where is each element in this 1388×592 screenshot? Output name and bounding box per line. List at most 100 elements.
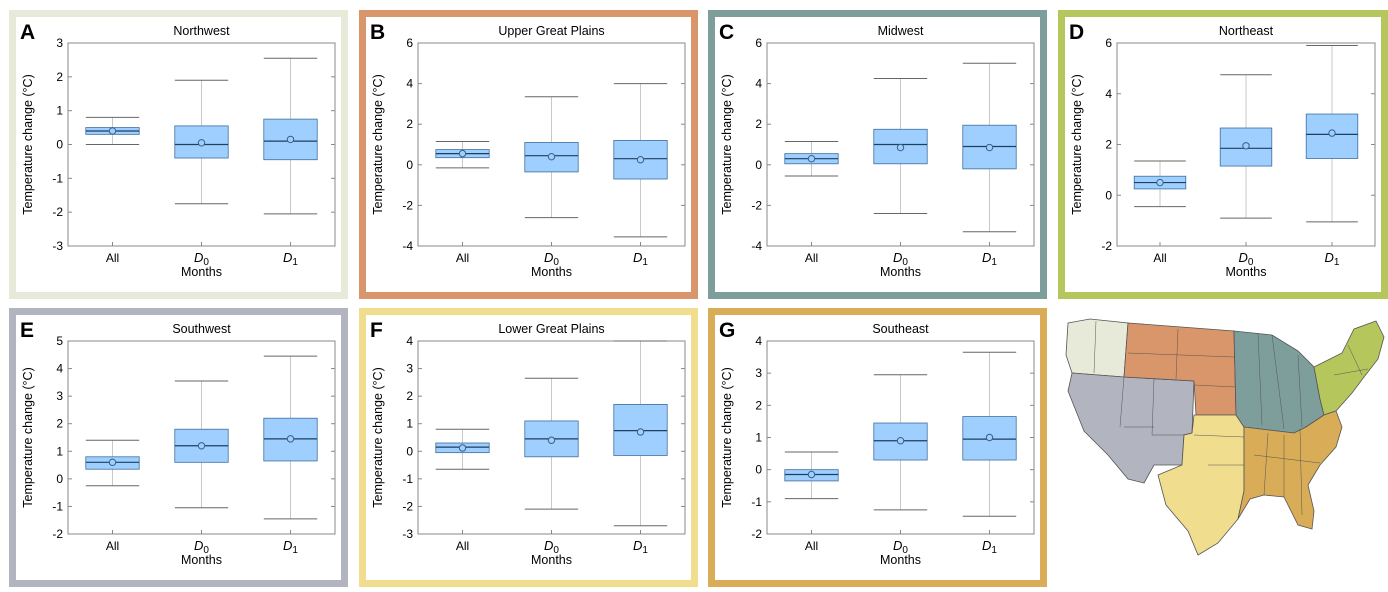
panel-b: B Upper Great Plains -4 -2 0 2 4 6 Temperature c… — [359, 10, 698, 299]
y-tick-label: -2 — [751, 198, 762, 212]
y-tick-label: -2 — [402, 499, 413, 513]
chart-svg-c: C Midwest -4 -2 0 2 4 6 Temperature change (°C) A… — [719, 21, 1035, 279]
y-tick-label: 4 — [755, 334, 762, 348]
chart-title: Midwest — [878, 24, 924, 38]
y-tick-label: -4 — [751, 239, 762, 253]
panel-letter: D — [1069, 21, 1084, 44]
x-tick-label: D1 — [283, 250, 298, 268]
x-axis-label: Months — [181, 553, 222, 567]
y-tick-label: 3 — [755, 366, 762, 380]
y-tick-label: 0 — [755, 463, 762, 477]
y-tick-label: 5 — [56, 334, 63, 348]
y-tick-label: 2 — [56, 417, 63, 431]
panel-letter: B — [370, 21, 385, 44]
y-tick-label: -2 — [52, 527, 63, 541]
x-tick-label: All — [456, 539, 469, 553]
y-tick-label: -1 — [402, 472, 413, 486]
y-tick-label: -2 — [1101, 239, 1112, 253]
y-tick-label: 0 — [1105, 188, 1112, 202]
x-tick-label: All — [1153, 251, 1166, 265]
x-tick-label: All — [456, 251, 469, 265]
chart-svg-b: B Upper Great Plains -4 -2 0 2 4 6 Temperature c… — [370, 21, 686, 279]
map-region-midwest — [1233, 330, 1325, 434]
map-region-southeast — [1237, 410, 1343, 530]
y-tick-label: 0 — [755, 158, 762, 172]
mean-marker — [458, 444, 467, 452]
y-tick-label: 6 — [406, 36, 413, 50]
mean-marker — [197, 442, 206, 450]
y-tick-label: 4 — [406, 77, 413, 91]
panel-g: G Southeast -2 -1 0 1 2 3 4 Temperature change (°… — [708, 308, 1047, 587]
mean-marker — [636, 428, 645, 436]
x-tick-label: D1 — [982, 250, 997, 268]
y-tick-label: 0 — [56, 138, 63, 152]
mean-marker — [1328, 129, 1336, 137]
mean-marker — [1242, 142, 1250, 150]
chart-title: Northwest — [173, 24, 230, 38]
y-axis-label: Temperature change (°C) — [21, 367, 35, 507]
y-tick-label: -3 — [402, 527, 413, 541]
x-tick-label: D1 — [982, 538, 997, 556]
chart-svg-f: F Lower Great Plains -3 -2 -1 0 1 2 3 4 Temperatur… — [370, 319, 686, 567]
x-tick-label: D0 — [194, 538, 209, 556]
x-tick-label: D1 — [633, 538, 648, 556]
map-state-lines — [1093, 320, 1369, 516]
x-axis-label: Months — [181, 265, 222, 279]
chart-svg-e: E Southwest -2 -1 0 1 2 3 4 5 Temperature change (… — [20, 319, 336, 567]
y-tick-label: -1 — [52, 499, 63, 513]
y-tick-label: 2 — [406, 117, 413, 131]
panel-d: D Northeast -2 0 2 4 6 Temperature change (°C) A… — [1058, 10, 1388, 299]
map-region-northeast — [1313, 320, 1385, 416]
y-tick-label: 3 — [406, 362, 413, 376]
panel-c: C Midwest -4 -2 0 2 4 6 Temperature change (°C) A… — [708, 10, 1047, 299]
us-regions-map — [1058, 315, 1388, 587]
x-tick-label: D0 — [544, 538, 559, 556]
panel-letter: A — [20, 21, 35, 44]
mean-marker — [458, 149, 467, 158]
mean-marker — [807, 155, 816, 163]
x-axis-label: Months — [531, 265, 572, 279]
y-tick-label: 1 — [755, 431, 762, 445]
chart-title: Northeast — [1219, 24, 1274, 38]
y-tick-label: 1 — [56, 444, 63, 458]
mean-marker — [547, 152, 556, 161]
y-tick-label: 4 — [755, 77, 762, 91]
x-tick-label: All — [106, 251, 119, 265]
x-tick-label: D0 — [194, 250, 209, 268]
y-tick-label: -4 — [402, 239, 413, 253]
x-tick-label: D0 — [1239, 250, 1254, 268]
y-axis-label: Temperature change (°C) — [371, 74, 385, 214]
mean-marker — [896, 143, 905, 152]
x-tick-label: D1 — [283, 538, 298, 556]
us-map-svg — [1065, 318, 1385, 556]
mean-marker — [896, 437, 905, 445]
mean-marker — [286, 435, 295, 443]
y-axis-label: Temperature change (°C) — [720, 367, 734, 507]
x-axis-label: Months — [1226, 265, 1267, 279]
mean-marker — [985, 143, 994, 152]
y-tick-label: 4 — [406, 334, 413, 348]
map-region-northwest — [1065, 318, 1129, 378]
mean-marker — [985, 433, 994, 442]
mean-marker — [286, 135, 295, 144]
y-tick-label: 3 — [56, 36, 63, 50]
panel-a: A Northwest -3 -2 -1 0 1 2 3 Temperature change (… — [9, 10, 348, 299]
mean-marker — [108, 127, 117, 135]
chart-svg-g: G Southeast -2 -1 0 1 2 3 4 Temperature change (°… — [719, 319, 1035, 567]
x-axis-label: Months — [880, 265, 921, 279]
y-tick-label: -1 — [52, 171, 63, 185]
y-tick-label: 0 — [406, 158, 413, 172]
panel-letter: F — [370, 319, 383, 342]
y-axis-label: Temperature change (°C) — [720, 74, 734, 214]
y-tick-label: -2 — [751, 527, 762, 541]
y-tick-label: 4 — [1105, 87, 1112, 101]
mean-marker — [807, 470, 816, 479]
mean-marker — [197, 139, 206, 147]
y-axis-label: Temperature change (°C) — [21, 74, 35, 214]
mean-marker — [636, 156, 645, 164]
y-tick-label: 2 — [56, 70, 63, 84]
y-tick-label: 2 — [755, 398, 762, 412]
y-tick-label: 1 — [406, 417, 413, 431]
panel-letter: G — [719, 319, 735, 342]
x-tick-label: D0 — [893, 250, 908, 268]
